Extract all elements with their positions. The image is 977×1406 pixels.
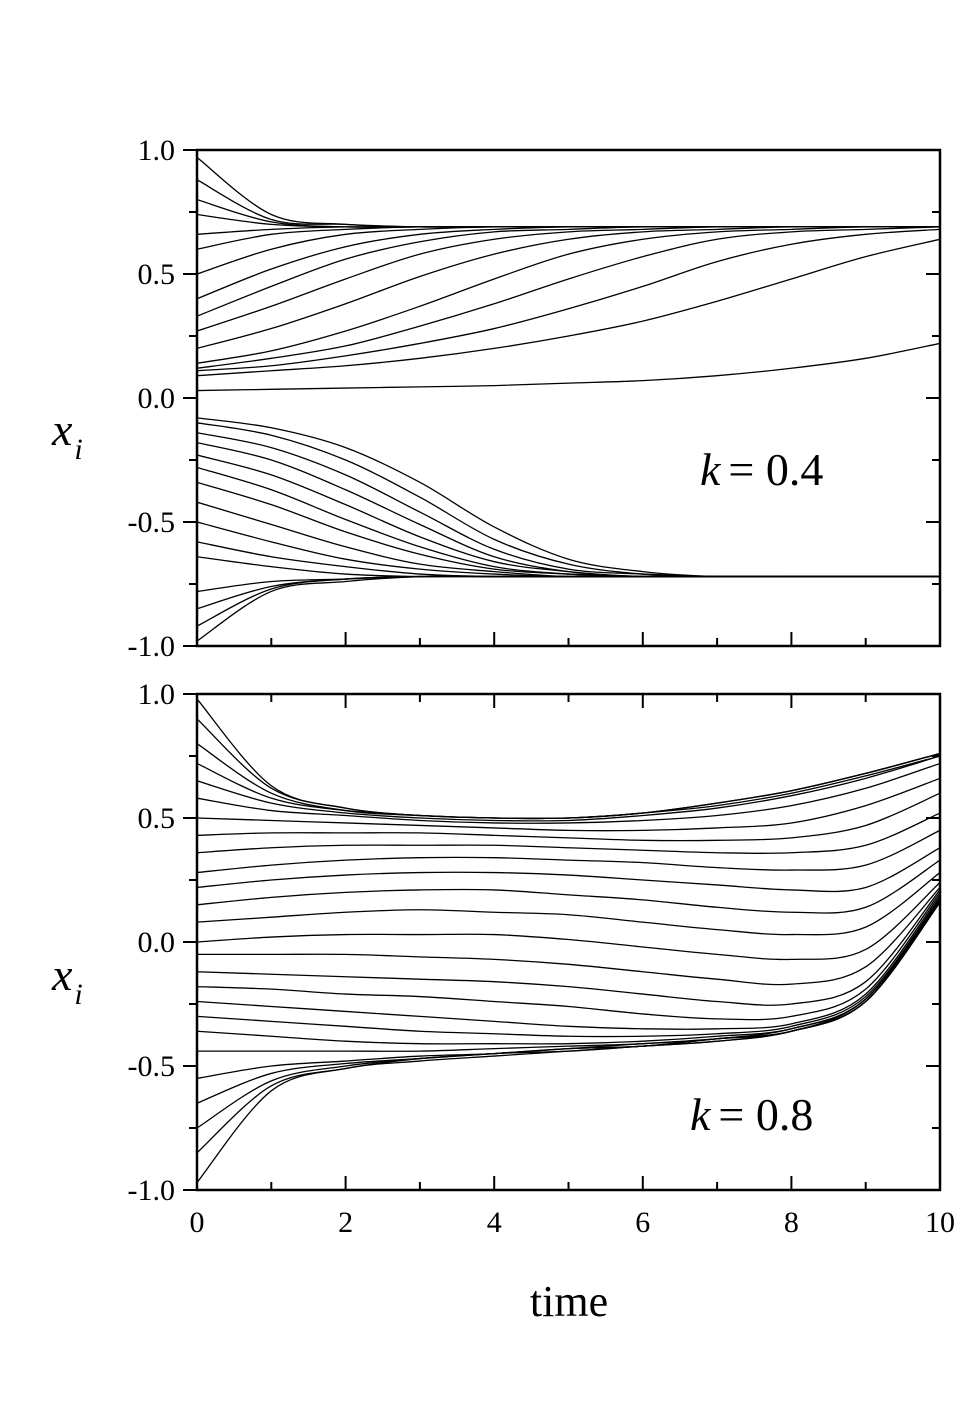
trajectory-line-23 [197, 501, 940, 578]
trajectory-line-12 [197, 872, 940, 936]
trajectory-line-15 [197, 889, 940, 1006]
trajectory-line-25 [197, 901, 940, 1183]
trajectory-line-16 [197, 417, 940, 578]
y-tick-label: 0.5 [138, 258, 176, 291]
trajectory-line-1 [197, 718, 940, 820]
trajectory-line-7 [197, 226, 940, 300]
top-panel-y-tick-labels: 1.0 0.5 0.0 -0.5 -1.0 [128, 134, 176, 663]
bottom-panel-y-tick-labels: 1.0 0.5 0.0 -0.5 -1.0 [128, 678, 176, 1207]
trajectory-line-11 [197, 226, 940, 364]
x-tick-label: 0 [190, 1206, 205, 1239]
trajectory-line-19 [197, 442, 940, 578]
top-panel-y-axis-label: xi [51, 404, 83, 466]
x-tick-label: 2 [338, 1206, 353, 1239]
trajectory-line-18 [197, 896, 940, 1038]
top-panel-trajectories [197, 156, 940, 642]
trajectory-line-22 [197, 899, 940, 1104]
y-tick-label: 1.0 [138, 678, 176, 711]
trajectory-line-10 [197, 847, 940, 893]
trajectory-line-17 [197, 422, 940, 578]
y-tick-label: 0.5 [138, 802, 176, 835]
trajectory-line-16 [197, 892, 940, 1021]
top-panel-annotation: k = 0.4 [700, 444, 823, 495]
y-tick-label: -0.5 [128, 506, 176, 539]
trajectory-line-20 [197, 899, 940, 1052]
trajectory-line-10 [197, 226, 940, 350]
trajectory-line-13 [197, 228, 940, 372]
trajectory-line-13 [197, 881, 940, 961]
trajectory-line-14 [197, 886, 940, 986]
trajectory-line-9 [197, 829, 940, 874]
x-axis-title: time [530, 1277, 608, 1326]
bottom-panel-annotation: k = 0.8 [690, 1089, 813, 1140]
x-tick-label: 10 [925, 1206, 955, 1239]
top-panel-ticks [183, 149, 941, 647]
top-panel-k04: 1.0 0.5 0.0 -0.5 -1.0 xi k = 0.4 [51, 134, 942, 663]
trajectory-line-8 [197, 812, 940, 855]
x-tick-label: 8 [784, 1206, 799, 1239]
y-tick-label: 1.0 [138, 134, 176, 167]
y-tick-label: -1.0 [128, 1174, 176, 1207]
y-tick-label: -1.0 [128, 630, 176, 663]
y-tick-label: 0.0 [138, 926, 176, 959]
trajectory-line-7 [197, 792, 940, 842]
trajectory-line-5 [197, 762, 940, 824]
trajectory-line-4 [197, 755, 940, 822]
trajectory-line-2 [197, 743, 940, 820]
bottom-panel-y-axis-label: xi [51, 949, 83, 1011]
bottom-panel-trajectories [197, 698, 940, 1183]
bottom-panel-ticks [183, 693, 941, 1191]
y-tick-label: -0.5 [128, 1050, 176, 1083]
trajectory-line-6 [197, 777, 940, 832]
bottom-panel-frame [195, 692, 942, 1192]
x-tick-label: 4 [487, 1206, 502, 1239]
x-tick-label: 6 [635, 1206, 650, 1239]
y-tick-label: 0.0 [138, 382, 176, 415]
trajectory-line-1 [197, 179, 940, 228]
trajectory-line-14 [197, 238, 940, 377]
trajectory-line-11 [197, 859, 940, 914]
trajectory-line-21 [197, 466, 940, 578]
trajectory-line-30 [197, 575, 940, 642]
trajectory-line-15 [197, 342, 940, 392]
trajectory-line-12 [197, 226, 940, 369]
bottom-panel-k08: 1.0 0.5 0.0 -0.5 -1.0 0 2 4 6 8 10 xi k = 0.8 time [51, 678, 955, 1326]
bottom-panel-x-tick-labels: 0 2 4 6 8 10 [190, 1206, 956, 1239]
trajectory-line-0 [197, 156, 940, 228]
trajectory-line-3 [197, 755, 940, 820]
trajectory-line-0 [197, 698, 940, 820]
trajectory-line-17 [197, 894, 940, 1030]
